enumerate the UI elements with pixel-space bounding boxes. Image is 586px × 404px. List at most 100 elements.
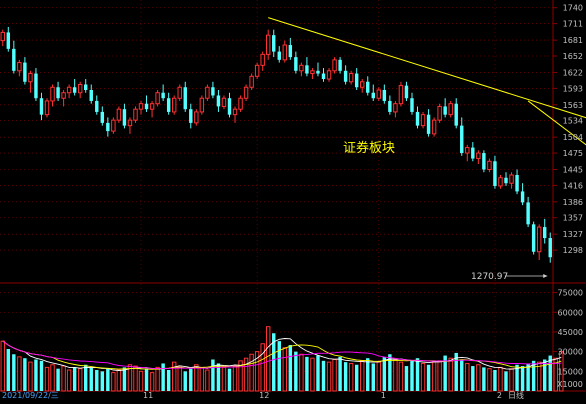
volume-bar-up [254, 351, 260, 392]
candle-body-down [388, 100, 392, 112]
low-marker-arrow [543, 274, 548, 278]
volume-bar-up [260, 343, 265, 392]
price-tick-label: 1563 [563, 101, 583, 110]
volume-bar-up [194, 364, 199, 392]
candle-body-up [50, 86, 55, 102]
candle-body-down [493, 161, 497, 186]
volume-bar-up [448, 357, 453, 392]
candle-body-down [526, 202, 530, 225]
candle-body-up [199, 97, 205, 113]
candle-body-down [410, 98, 414, 112]
volume-bar-down [460, 359, 464, 391]
volume-bar-up [127, 364, 133, 392]
candle-body-up [332, 59, 337, 72]
candle-body-down [89, 89, 93, 101]
candle-body-down [161, 92, 165, 99]
candle-body-down [72, 87, 77, 93]
candle-body-up [360, 81, 365, 88]
volume-bar-down [39, 360, 44, 391]
candle-body-up [254, 64, 260, 77]
candle-body-down [95, 100, 99, 112]
candle-body-down [288, 45, 293, 58]
volume-tick-label: 30000 [558, 348, 583, 357]
volume-bar-up [77, 368, 83, 392]
volume-bar-down [144, 368, 149, 391]
candle-body-up [487, 160, 492, 170]
candle-body-up [155, 92, 160, 105]
candle-body-down [531, 224, 536, 252]
candle-body-up [44, 100, 50, 116]
price-tick-label: 1386 [563, 198, 583, 207]
volume-bar-down [305, 356, 309, 391]
trend-line [268, 17, 586, 119]
candle-body-up [221, 97, 227, 107]
volume-bar-up [50, 364, 55, 392]
candle-body-up [376, 89, 382, 99]
candle-body-down [56, 87, 60, 99]
candle-body-down [371, 92, 375, 99]
volume-bar-up [249, 353, 254, 392]
volume-bar-up [420, 362, 426, 392]
candle-body-down [460, 125, 464, 154]
price-tick-label: 1327 [563, 230, 583, 239]
candle-body-down [272, 35, 276, 52]
candle-body-down [542, 227, 547, 239]
volume-bar-down [443, 355, 447, 391]
volume-bar-down [471, 366, 475, 391]
candle-body-up [448, 103, 453, 116]
volume-bar-down [161, 363, 165, 391]
candle-body-up [498, 177, 503, 187]
volume-bar-down [23, 358, 27, 391]
candle-body-down [84, 84, 88, 90]
volume-bar-down [548, 355, 552, 391]
candle-body-up [536, 226, 542, 253]
volume-tick-label: 45000 [558, 328, 583, 337]
candle-body-up [260, 53, 265, 66]
candle-body-up [420, 114, 426, 127]
volume-bar-up [243, 357, 249, 392]
volume-bar-up [536, 361, 542, 392]
volume-bar-down [388, 354, 392, 391]
volume-bar-down [366, 358, 370, 391]
candle-body-down [354, 73, 359, 88]
volume-bar-down [6, 349, 11, 391]
candle-body-down [294, 57, 298, 71]
candle-body-up [509, 174, 514, 184]
candle-body-up [111, 119, 116, 132]
candle-body-down [415, 111, 420, 126]
volume-bar-up [171, 361, 177, 392]
price-tick-label: 1593 [563, 84, 583, 93]
price-tick-label: 1652 [563, 52, 583, 61]
candle-body-down [305, 65, 309, 74]
trend-line [527, 100, 586, 146]
volume-tick-label: 75000 [558, 289, 583, 298]
volume-bar-up [360, 360, 365, 392]
candle-body-down [166, 98, 171, 112]
volume-bar-down [454, 352, 458, 391]
candle-body-up [348, 73, 354, 83]
candle-body-up [299, 64, 304, 72]
volume-bar-up [348, 362, 354, 392]
candle-body-down [504, 177, 508, 184]
x-tick-label: 11 [143, 391, 153, 400]
volume-bar-up [232, 365, 238, 392]
volume-bar-up [509, 368, 514, 392]
candle-body-up [282, 44, 288, 61]
candle-body-down [321, 73, 326, 80]
volume-bar-up [111, 372, 116, 392]
candle-body-up [205, 86, 210, 99]
volume-bar-down [277, 341, 281, 391]
candle-body-up [149, 103, 155, 110]
volume-unit-label: X1000 [557, 380, 583, 389]
candle-body-down [515, 174, 519, 192]
volume-bar-up [61, 365, 66, 392]
volume-bar-down [72, 367, 77, 391]
volume-bar-up [265, 326, 271, 392]
volume-ma-line [2, 340, 562, 369]
candle-body-down [39, 98, 44, 115]
price-tick-label: 1681 [563, 36, 583, 45]
candle-body-down [189, 109, 193, 123]
volume-bar-down [34, 359, 38, 391]
candle-body-up [133, 108, 138, 121]
volume-bar-up [205, 369, 210, 392]
